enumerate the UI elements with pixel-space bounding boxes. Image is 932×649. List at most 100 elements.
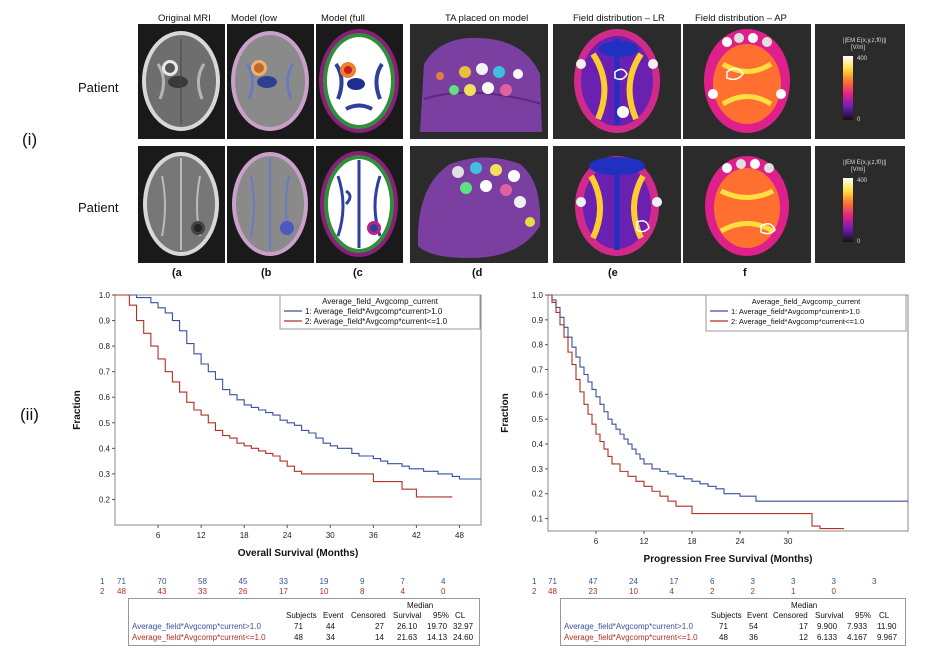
row-label-patient-2: Patient <box>78 200 119 215</box>
brain-image <box>231 31 309 131</box>
risk-count: 33 <box>198 587 207 596</box>
x-tick-label: 24 <box>736 537 745 546</box>
brain-image <box>319 29 399 133</box>
summary-cell: 4.167 <box>847 633 868 642</box>
y-tick-label: 0.7 <box>532 366 544 375</box>
risk-count: 45 <box>238 577 248 586</box>
brain-image <box>320 151 398 257</box>
section-label-ii: (ii) <box>20 405 39 424</box>
risk-count: 1 <box>791 587 796 596</box>
summary-cell: 17 <box>799 622 808 631</box>
x-tick-label: 6 <box>594 537 599 546</box>
y-tick-label: 0.4 <box>99 444 111 453</box>
y-tick-label: 0.9 <box>532 316 544 325</box>
risk-count: 3 <box>831 577 836 586</box>
y-tick-label: 0.3 <box>532 465 544 474</box>
summary-cell: 32.97 <box>453 622 474 631</box>
risk-count: 17 <box>669 577 679 586</box>
summary-cell: 9.967 <box>877 633 898 642</box>
mri-original-patient2 <box>138 146 225 263</box>
summary-cell: 71 <box>294 622 303 631</box>
column-header-model-full: Model (full <box>321 13 365 24</box>
y-tick-label: 0.5 <box>532 415 544 424</box>
x-tick-label: 18 <box>240 531 249 540</box>
risk-count: 9 <box>360 577 365 586</box>
y-tick-label: 0.8 <box>532 341 544 350</box>
risk-count: 47 <box>588 577 598 586</box>
y-tick-label: 1.0 <box>99 291 111 300</box>
summary-header-95: 95% <box>433 611 450 620</box>
model-full-patient2 <box>316 146 403 263</box>
column-header-model-low: Model (low <box>231 13 277 24</box>
summary-row2-name: Average_field*Avgcomp*current<=1.0 <box>564 633 698 642</box>
head-model-image <box>417 157 541 258</box>
risk-count: 8 <box>360 587 365 596</box>
summary-table-overall: Median Subjects Event Censored Survival … <box>128 598 480 646</box>
km-chart-progression-free-survival: 1.0 0.9 0.8 0.7 0.6 0.5 0.4 0.3 0.2 0.1 6 12 18 24 30 P… <box>500 291 909 565</box>
risk-count: 19 <box>319 577 329 586</box>
summary-header-cl: CL <box>879 611 890 620</box>
x-tick-label: 12 <box>640 537 649 546</box>
summary-cell: 27 <box>375 622 384 631</box>
field-lr-patient2 <box>553 146 681 263</box>
summary-header-cl: CL <box>455 611 466 620</box>
y-tick-label: 0.7 <box>99 368 111 377</box>
model-full-patient1 <box>316 24 403 139</box>
summary-cell: 12 <box>799 633 808 642</box>
y-axis-label: Fraction <box>500 393 511 432</box>
x-tick-label: 6 <box>156 531 161 540</box>
y-tick-label: 0.6 <box>99 393 111 402</box>
summary-cell: 71 <box>719 622 728 631</box>
summary-cell: 54 <box>749 622 758 631</box>
risk-count: 17 <box>279 587 288 596</box>
risk-row-id: 1 <box>100 577 105 586</box>
brain-image <box>143 152 219 256</box>
summary-median-header-bottom: Survival <box>393 611 422 620</box>
field-ap-patient2 <box>683 146 811 263</box>
km-chart-overall-survival: 1.0 0.9 0.8 0.7 0.6 0.5 0.4 0.3 0.2 6 12 18 24 30 36 42… <box>72 291 482 559</box>
summary-table-pfs: Median Subjects Event Censored Survival … <box>560 598 906 646</box>
y-tick-label: 0.1 <box>532 515 544 524</box>
field-map-image <box>704 29 790 133</box>
legend-entry: 1: Average_field*Avgcomp*current>1.0 <box>305 307 443 316</box>
y-tick-label: 0.5 <box>99 419 111 428</box>
brain-image <box>232 152 308 256</box>
survival-curve-series-2 <box>548 294 844 530</box>
risk-count: 58 <box>198 577 207 586</box>
summary-cell: 36 <box>749 633 758 642</box>
survival-curve-series-1 <box>548 294 908 502</box>
y-tick-label: 1.0 <box>532 291 544 300</box>
survival-curve-series-2 <box>115 294 453 498</box>
risk-count: 2 <box>750 587 755 596</box>
summary-row1-name: Average_field*Avgcomp*current>1.0 <box>132 622 261 631</box>
summary-median-header-top: Median <box>791 601 818 610</box>
risk-count: 23 <box>588 587 598 596</box>
y-tick-label: 0.2 <box>532 490 544 499</box>
risk-row-id: 1 <box>532 577 537 586</box>
panel-letter-b: (b <box>261 267 272 279</box>
legend-title: Average_field_Avgcomp_current <box>322 297 439 306</box>
ta-model-patient1 <box>410 24 548 139</box>
x-tick-label: 36 <box>369 531 378 540</box>
x-axis-label: Progression Free Survival (Months) <box>644 554 813 565</box>
summary-cell: 9.900 <box>817 622 838 631</box>
summary-cell: 48 <box>294 633 303 642</box>
summary-cell: 21.63 <box>397 633 418 642</box>
panel-letter-c: (c <box>353 267 363 279</box>
summary-row1-name: Average_field*Avgcomp*current>1.0 <box>564 622 693 631</box>
colorbar-max: 400 <box>857 178 868 184</box>
column-header-original-mri: Original MRI <box>158 13 211 24</box>
risk-count: 10 <box>629 587 638 596</box>
risk-count: 71 <box>117 577 126 586</box>
risk-count: 26 <box>238 587 248 596</box>
colorbar-max: 400 <box>857 56 868 62</box>
risk-count: 70 <box>157 577 167 586</box>
summary-median-header-top: Median <box>407 601 434 610</box>
y-tick-label: 0.2 <box>99 495 111 504</box>
legend-box <box>279 294 481 330</box>
field-ap-patient1 <box>683 24 811 139</box>
summary-cell: 26.10 <box>397 622 418 631</box>
summary-cell: 34 <box>326 633 335 642</box>
colorbar-panel-1: ||EM E(x,y,z,f0)|| [V/m] 400 0 <box>815 24 905 139</box>
head-model-image <box>420 37 543 132</box>
